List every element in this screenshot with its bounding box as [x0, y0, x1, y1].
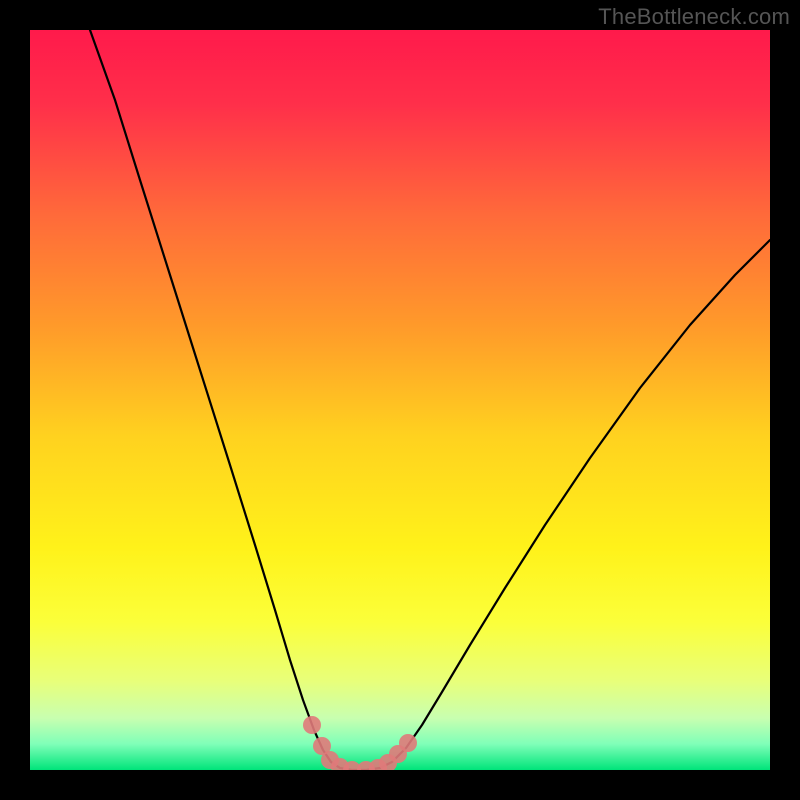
watermark-text: TheBottleneck.com	[598, 4, 790, 30]
highlight-marker	[399, 734, 417, 752]
plot-area	[30, 30, 770, 770]
highlight-marker	[303, 716, 321, 734]
chart-frame: TheBottleneck.com	[0, 0, 800, 800]
bottleneck-chart	[0, 0, 800, 800]
